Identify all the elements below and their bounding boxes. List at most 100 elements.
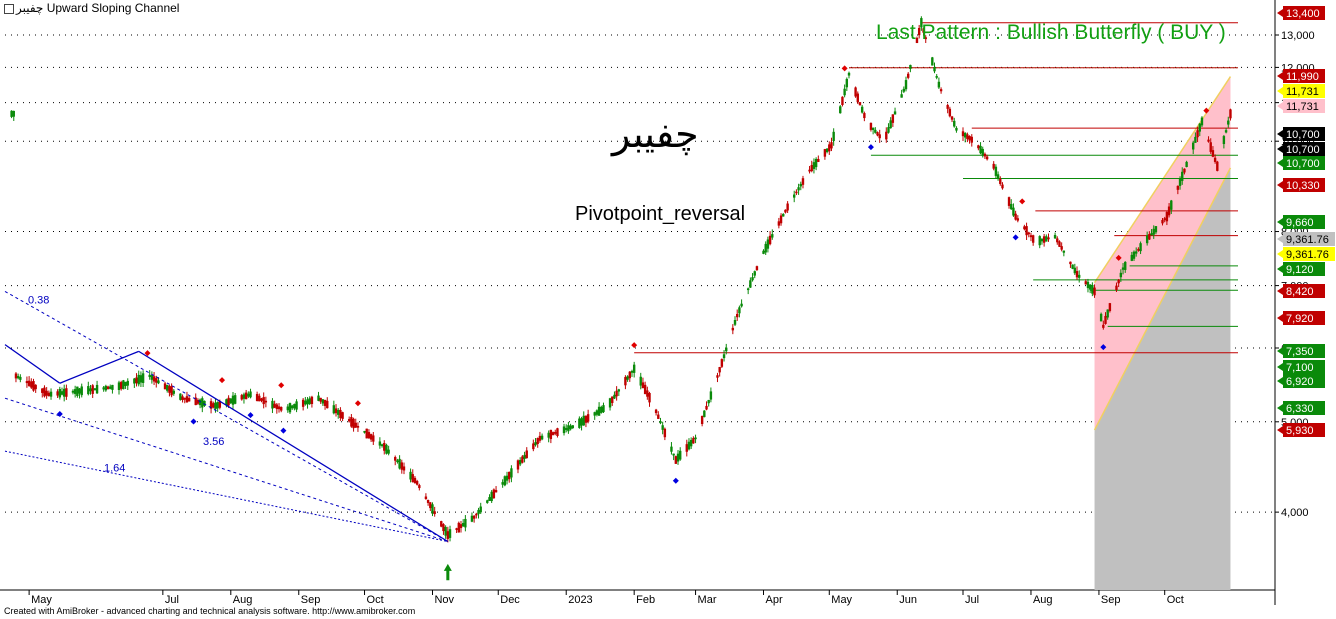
candle-body-317: [981, 148, 984, 156]
pivot-low-marker-6: [1012, 234, 1019, 241]
candle-body-189: [586, 414, 590, 422]
candle-body-298: [922, 28, 925, 33]
candle-body-201: [626, 376, 629, 380]
pivot-high-marker-7: [1115, 254, 1122, 261]
candle-body-49: [157, 380, 160, 384]
candle-body-241: [749, 280, 752, 288]
price-label-pointer-4: [1277, 130, 1283, 138]
buy-arrow-icon: [443, 563, 452, 581]
candle-body-386: [1194, 136, 1197, 143]
price-label-text-8: 9,660: [1286, 217, 1314, 229]
candle-body-225: [700, 415, 704, 425]
candle-body-366: [1132, 251, 1136, 259]
candle-body-114: [356, 425, 360, 428]
candle-body-313: [968, 136, 971, 141]
candle-body-263: [814, 158, 818, 168]
candle-body-140: [440, 521, 443, 527]
price-label-box-13: [1283, 311, 1325, 325]
candle-body-99: [310, 396, 314, 405]
candle-body-337: [1042, 236, 1046, 243]
candle-body-173: [538, 435, 542, 441]
price-label-text-14: 7,350: [1286, 346, 1314, 358]
candle-body-5: [25, 381, 29, 384]
candle-body-88: [277, 406, 281, 410]
candle-body-255: [793, 194, 796, 198]
candle-body-203: [630, 370, 634, 373]
pivot-low-marker-0: [56, 410, 63, 417]
price-label-text-16: 6,920: [1286, 376, 1314, 388]
candle-body-42: [137, 374, 140, 385]
candle-body-220: [685, 444, 688, 452]
x-tick-label-15: Sep: [1101, 594, 1121, 606]
candle-body-348: [1075, 271, 1079, 278]
candle-body-124: [387, 449, 390, 454]
candle-body-198: [615, 390, 618, 397]
candle-body-153: [477, 509, 480, 515]
price-label-pointer-2: [1277, 87, 1283, 95]
candle-body-164: [510, 468, 513, 478]
candle-body-346: [1071, 264, 1074, 269]
candle-body-26: [89, 388, 92, 392]
candle-body-339: [1047, 237, 1050, 240]
candle-body-233: [722, 354, 726, 359]
x-tick-label-11: May: [831, 594, 852, 606]
candle-body-202: [628, 371, 631, 379]
candle-body-227: [705, 405, 708, 410]
pivot-high-marker-0: [144, 350, 151, 357]
candle-body-314: [970, 136, 973, 143]
candle-body-150: [470, 515, 474, 522]
candle-body-371: [1148, 233, 1151, 240]
candle-body-310: [961, 131, 965, 137]
candle-body-253: [784, 209, 787, 213]
trendline-c: [138, 350, 449, 543]
candle-body-43: [139, 375, 143, 383]
candle-body-378: [1167, 206, 1171, 216]
candle-body-308: [953, 120, 956, 127]
candle-body-57: [183, 397, 186, 400]
candle-body-376: [1163, 218, 1166, 221]
candle-body-234: [725, 347, 728, 352]
candle-body-195: [608, 398, 612, 408]
candle-body-16: [58, 389, 62, 398]
candle-body-143: [446, 531, 450, 539]
x-tick-label-14: Aug: [1033, 594, 1053, 606]
candle-body-117: [367, 432, 371, 439]
candle-body-372: [1150, 233, 1153, 236]
price-label-text-10: 9,361.76: [1286, 249, 1329, 261]
candle-body-210: [654, 409, 658, 414]
price-label-box-11: [1283, 262, 1325, 276]
fib-line-2: [4, 450, 448, 542]
price-label-pointer-18: [1277, 426, 1283, 434]
candle-body-235: [731, 327, 735, 331]
candle-body-352: [1088, 284, 1092, 290]
candle-body-380: [1176, 185, 1180, 190]
candle-body-145: [455, 528, 458, 530]
candle-body-325: [1007, 197, 1011, 206]
candle-body-213: [661, 425, 664, 430]
candle-body-159: [494, 490, 498, 493]
candle-body-187: [582, 415, 585, 426]
candle-body-240: [746, 288, 750, 291]
candle-body-113: [354, 422, 357, 428]
candle-body-138: [431, 504, 434, 514]
candle-body-321: [994, 166, 998, 176]
price-label-text-11: 9,120: [1286, 264, 1314, 276]
candle-body-175: [547, 432, 550, 438]
candle-body-375: [1161, 219, 1164, 224]
candle-body-75: [240, 395, 243, 400]
price-label-box-0: [1283, 6, 1325, 20]
candle-body-169: [525, 450, 528, 459]
price-label-pointer-11: [1277, 265, 1283, 273]
candle-body-31: [104, 385, 108, 391]
candle-body-209: [648, 392, 651, 403]
candle-body-55: [179, 393, 182, 400]
candle-body-71: [227, 397, 230, 406]
x-tick-label-4: Oct: [367, 594, 384, 606]
candle-body-257: [797, 187, 800, 191]
pivot-low-marker-4: [672, 477, 679, 484]
candle-body-200: [624, 377, 627, 386]
candle-body-109: [341, 412, 344, 419]
candle-body-322: [996, 174, 1000, 179]
candle-body-2: [14, 373, 18, 379]
